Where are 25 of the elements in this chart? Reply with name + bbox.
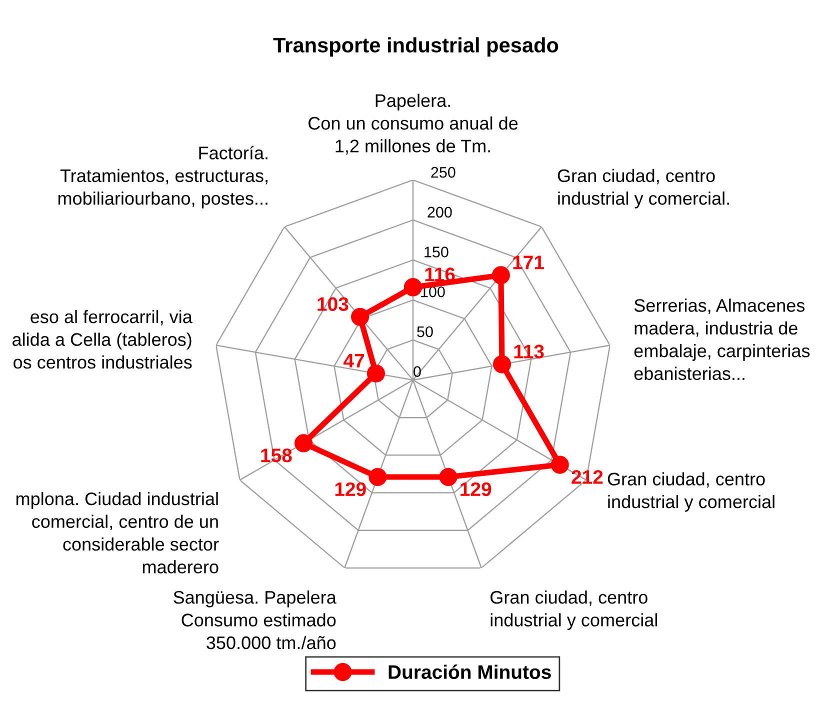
spoke-label: Serrerias, Almacenes madera, industria de embalaje, carpinterias ebanisterias... [634,298,810,380]
data-label: 103 [318,297,348,312]
spoke-label: Gran ciudad, centro industrial y comercial [490,590,657,630]
spoke-label: mplona. Ciudad industrial comercial, centro de un considerable sector maderero [16,492,219,574]
data-label: 212 [572,470,603,484]
spoke-label: Gran ciudad, centro industrial y comercial. [558,168,729,208]
spoke-label: eso al ferrocarril, via alida a Cella (tableros) os centros industriales [12,310,192,369]
spoke-label: Papelera. Con un consumo anual de 1,2 millones de Tm. [308,94,518,155]
y-tick-label: 200 [428,206,452,218]
chart-title: Transporte industrial pesado [273,37,558,57]
data-label: 129 [335,482,366,496]
spoke-label: Gran ciudad, centro industrial y comercial [608,472,774,512]
data-label: 116 [425,268,455,282]
data-label: 171 [513,256,544,270]
spoke-label: Sangüesa. Papelera Consumo estimado 350.000 tm./año [174,590,336,650]
y-tick-label: 0 [414,366,421,377]
y-tick-label: 50 [417,326,433,338]
spoke-label: Factoría. Tratamientos, estructuras, mobiliariourbano, postes... [58,146,268,208]
y-tick-label: 150 [424,246,448,258]
data-label: 113 [514,344,544,358]
legend-label: Duración Minutos [388,664,551,679]
data-label: 129 [460,482,492,496]
data-label: 47 [344,354,364,368]
y-tick-label: 250 [431,166,456,178]
data-label: 158 [261,448,292,462]
